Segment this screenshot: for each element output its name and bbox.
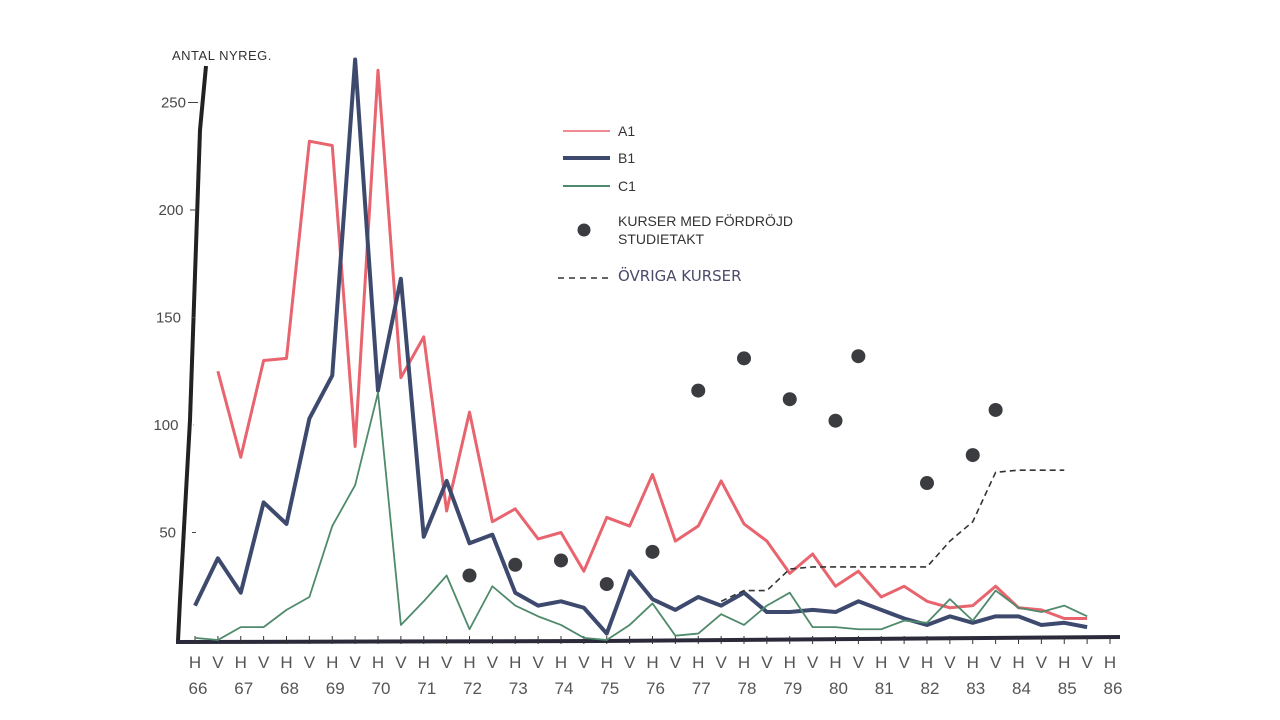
x-tick-label-semester: H	[1012, 653, 1024, 672]
x-tick-label-semester: H	[875, 653, 887, 672]
x-tick-label-year: 81	[875, 679, 894, 698]
y-axis-label: ANTAL NYREG.	[172, 48, 272, 63]
series-line-c1	[194, 391, 1088, 641]
x-tick-label-year: 66	[189, 679, 208, 698]
x-tick-label-semester: H	[1104, 653, 1116, 672]
x-tick-label-semester: V	[807, 653, 819, 672]
x-tick-label-semester: V	[944, 653, 956, 672]
data-point-kurser-med-f-rdr-jd-studietakt	[508, 557, 523, 572]
x-tick-label-semester: V	[761, 653, 773, 672]
x-tick-label-semester: H	[921, 653, 933, 672]
x-tick-label-semester: V	[990, 653, 1002, 672]
data-point-kurser-med-f-rdr-jd-studietakt	[691, 383, 706, 398]
x-tick-label-year: 69	[326, 679, 345, 698]
data-point-kurser-med-f-rdr-jd-studietakt	[737, 351, 751, 366]
data-point-kurser-med-f-rdr-jd-studietakt	[828, 413, 843, 428]
x-tick-label-semester: H	[418, 653, 430, 672]
x-tick-label-semester: V	[395, 653, 407, 672]
x-tick-label-semester: H	[784, 653, 796, 672]
x-tick-label-year: 86	[1104, 679, 1123, 698]
data-point-kurser-med-f-rdr-jd-studietakt	[965, 448, 980, 463]
y-tick-label: 150	[156, 310, 181, 327]
x-tick-label-semester: H	[509, 653, 521, 672]
data-point-kurser-med-f-rdr-jd-studietakt	[988, 402, 1003, 417]
x-tick-label-year: 70	[372, 679, 391, 698]
x-tick-label-semester: H	[463, 653, 475, 672]
x-tick-label-semester: H	[555, 653, 567, 672]
x-tick-label-semester: V	[532, 653, 544, 672]
x-tick-label-semester: V	[349, 653, 361, 672]
x-tick-label-semester: V	[304, 653, 316, 672]
x-tick-label-semester: H	[692, 653, 704, 672]
x-tick-label-year: 80	[829, 679, 848, 698]
x-tick-label-semester: V	[441, 653, 453, 672]
x-tick-label-year: 84	[1012, 679, 1031, 698]
x-tick-label-semester: V	[715, 653, 727, 672]
x-tick-label-semester: V	[670, 653, 682, 672]
series-line-b1	[193, 57, 1088, 636]
x-tick-label-semester: V	[624, 653, 636, 672]
data-point-kurser-med-f-rdr-jd-studietakt	[851, 349, 866, 364]
data-point-kurser-med-f-rdr-jd-studietakt	[554, 553, 568, 568]
x-tick-label-semester: H	[601, 653, 613, 672]
y-axis	[176, 65, 208, 642]
x-tick-label-year: 83	[966, 679, 985, 698]
legend-label-a1: A1	[618, 123, 635, 139]
x-tick-label-semester: V	[853, 653, 865, 672]
x-tick-label-year: 82	[921, 679, 940, 698]
x-tick-label-semester: H	[738, 653, 750, 672]
x-tick-label-year: 77	[692, 679, 711, 698]
x-tick-label-year: 71	[417, 679, 436, 698]
x-tick-label-year: 76	[646, 679, 665, 698]
x-tick-label-year: 73	[509, 679, 528, 698]
x-tick-label-semester: H	[280, 653, 292, 672]
x-tick-label-semester: V	[258, 653, 270, 672]
x-tick-label-year: 72	[463, 679, 482, 698]
data-point-kurser-med-f-rdr-jd-studietakt	[462, 568, 477, 583]
x-tick-label-year: 78	[738, 679, 757, 698]
y-tick-label: 200	[158, 202, 183, 219]
x-tick-label-semester: V	[578, 653, 590, 672]
y-tick-label: 250	[161, 95, 186, 112]
x-tick-label-year: 75	[600, 679, 619, 698]
legend-label-b1: B1	[618, 150, 635, 166]
x-tick-label-semester: V	[487, 653, 499, 672]
legend-label-c1: C1	[618, 178, 636, 194]
x-tick-label-semester: H	[829, 653, 841, 672]
x-tick-label-year: 85	[1058, 679, 1077, 698]
legend: A1 B1 C1 KURSER MED FÖRDRÖJD STUDIETAKT …	[558, 123, 793, 285]
data-point-kurser-med-f-rdr-jd-studietakt	[599, 577, 614, 592]
x-tick-label-semester: H	[189, 653, 201, 672]
x-tick-label-year: 67	[234, 679, 253, 698]
data-point-kurser-med-f-rdr-jd-studietakt	[645, 544, 660, 559]
y-tick-label: 100	[153, 417, 178, 434]
x-tick-label-semester: H	[1058, 653, 1070, 672]
x-tick-label-semester: V	[898, 653, 910, 672]
x-tick-label-semester: H	[646, 653, 658, 672]
x-tick-label-semester: H	[235, 653, 247, 672]
x-tick-label-year: 74	[555, 679, 574, 698]
x-tick-label-semester: V	[1081, 653, 1093, 672]
legend-swatch-dots	[577, 223, 591, 237]
legend-label-dots-line2: STUDIETAKT	[618, 231, 705, 247]
x-tick-label-semester: H	[967, 653, 979, 672]
data-point-kurser-med-f-rdr-jd-studietakt	[782, 392, 797, 407]
y-tick-label: 50	[159, 525, 176, 542]
x-tick-label-semester: H	[326, 653, 338, 672]
legend-label-ovriga: ÖVRIGA KURSER	[618, 266, 742, 285]
x-tick-label-semester: V	[1036, 653, 1048, 672]
x-tick-label-semester: V	[212, 653, 224, 672]
legend-label-dots-line1: KURSER MED FÖRDRÖJD	[618, 212, 793, 229]
x-tick-label-year: 79	[783, 679, 802, 698]
series-line--vriga-kurser	[720, 469, 1065, 603]
x-axis	[175, 635, 1121, 644]
x-tick-label-semester: H	[372, 653, 384, 672]
data-point-kurser-med-f-rdr-jd-studietakt	[920, 476, 934, 491]
x-tick-label-year: 68	[280, 679, 299, 698]
